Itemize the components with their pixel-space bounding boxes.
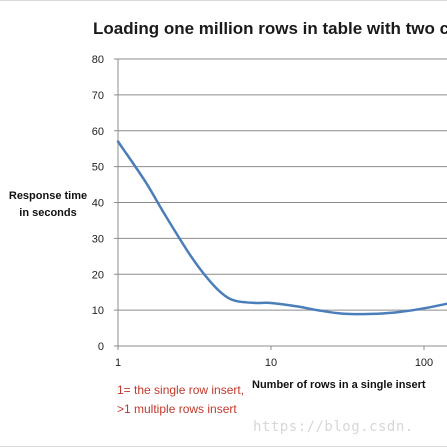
y-tick-label: 30 [92,233,104,245]
x-tick-label: 100 [415,357,433,369]
annotation-line1: 1= the single row insert, [117,383,245,397]
y-tick-label: 80 [92,54,104,66]
axes [114,58,447,350]
grid-lines [118,58,447,311]
x-axis-label: Number of rows in a single insert [252,379,426,391]
watermark: https://blog.csdn. [253,419,414,435]
annotation-line2: >1 multiple rows insert [117,402,237,416]
chart-title: Loading one million rows in table with t… [93,19,447,38]
y-tick-label: 60 [92,126,104,138]
y-tick-label: 40 [92,198,104,210]
y-tick-label: 50 [92,162,104,174]
annotation-note: 1= the single row insert, >1 multiple ro… [117,381,244,419]
tick-labels: 0 10 20 30 40 50 60 70 80 1 10 100 [92,54,433,369]
y-tick-label: 0 [98,341,104,353]
x-tick-label: 1 [115,357,121,369]
series-line-0 [116,140,447,316]
x-tick-label: 10 [265,357,277,369]
y-axis-label-line2: in seconds [19,207,77,219]
y-axis-label: Response time in seconds [2,188,94,222]
y-tick-label: 20 [92,269,104,281]
y-tick-label: 10 [92,305,104,317]
y-tick-label: 70 [92,90,104,102]
y-axis-label-line1: Response time [8,190,88,202]
series-layer [116,140,447,316]
